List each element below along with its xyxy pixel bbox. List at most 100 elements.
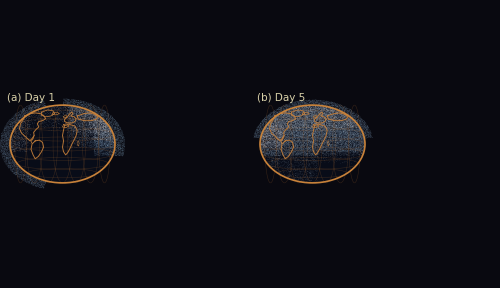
Point — [311, 148, 319, 153]
Point — [311, 128, 319, 132]
Point — [289, 120, 297, 124]
Point — [320, 137, 328, 141]
Point — [335, 134, 343, 139]
Point — [356, 118, 364, 123]
Point — [316, 106, 324, 111]
Point — [22, 106, 30, 110]
Point — [286, 111, 294, 115]
Point — [252, 129, 260, 134]
Point — [314, 98, 322, 103]
Point — [322, 100, 330, 105]
Point — [266, 137, 274, 141]
Point — [274, 117, 281, 122]
Point — [34, 180, 42, 184]
Point — [360, 141, 368, 145]
Point — [84, 123, 92, 127]
Point — [64, 116, 72, 121]
Point — [343, 122, 351, 127]
Point — [106, 134, 114, 139]
Point — [92, 141, 100, 145]
Point — [272, 115, 280, 120]
Point — [322, 106, 330, 110]
Point — [13, 122, 21, 127]
Point — [352, 113, 360, 118]
Point — [357, 132, 365, 136]
Point — [263, 123, 271, 128]
Point — [22, 109, 30, 113]
Point — [302, 105, 310, 109]
Point — [360, 124, 368, 128]
Point — [90, 107, 98, 111]
Point — [92, 136, 100, 140]
Point — [299, 108, 307, 113]
Point — [262, 139, 270, 143]
Point — [106, 120, 114, 124]
Point — [338, 141, 345, 146]
Point — [90, 141, 98, 145]
Point — [266, 130, 274, 135]
Point — [301, 120, 309, 125]
Point — [81, 99, 89, 104]
Point — [325, 130, 333, 134]
Point — [308, 109, 316, 113]
Point — [104, 125, 112, 130]
Point — [282, 137, 290, 141]
Point — [100, 131, 108, 136]
Point — [258, 146, 266, 150]
Point — [10, 157, 18, 161]
Point — [2, 138, 10, 143]
Point — [312, 151, 320, 156]
Point — [351, 133, 359, 138]
Point — [262, 123, 270, 127]
Point — [78, 112, 86, 117]
Point — [304, 118, 312, 122]
Point — [330, 132, 338, 137]
Point — [326, 114, 334, 118]
Point — [312, 166, 320, 170]
Point — [286, 151, 294, 156]
Point — [250, 134, 258, 138]
Point — [0, 150, 7, 155]
Point — [60, 98, 68, 103]
Point — [8, 162, 16, 166]
Point — [361, 142, 369, 147]
Point — [326, 113, 334, 118]
Point — [110, 119, 118, 123]
Point — [34, 180, 42, 185]
Point — [110, 139, 118, 144]
Point — [303, 110, 311, 115]
Point — [2, 122, 10, 127]
Point — [8, 154, 16, 159]
Point — [334, 128, 342, 133]
Point — [82, 112, 90, 117]
Point — [316, 139, 324, 143]
Point — [308, 121, 316, 126]
Point — [340, 123, 347, 127]
Point — [69, 111, 77, 116]
Point — [284, 146, 292, 150]
Point — [322, 128, 330, 133]
Point — [296, 139, 304, 143]
Point — [2, 162, 10, 167]
Point — [300, 149, 308, 154]
Point — [104, 143, 112, 148]
Point — [350, 120, 358, 124]
Point — [318, 124, 326, 129]
Point — [280, 122, 287, 126]
Point — [72, 124, 80, 128]
Point — [342, 135, 349, 140]
Point — [39, 122, 47, 126]
Point — [342, 132, 349, 136]
Point — [15, 111, 23, 116]
Point — [114, 148, 122, 153]
Point — [350, 127, 358, 132]
Point — [286, 140, 294, 145]
Point — [327, 106, 335, 111]
Point — [300, 100, 308, 104]
Point — [93, 142, 101, 146]
Point — [300, 100, 308, 104]
Point — [10, 160, 18, 165]
Point — [257, 133, 265, 138]
Point — [271, 128, 279, 132]
Point — [69, 113, 77, 118]
